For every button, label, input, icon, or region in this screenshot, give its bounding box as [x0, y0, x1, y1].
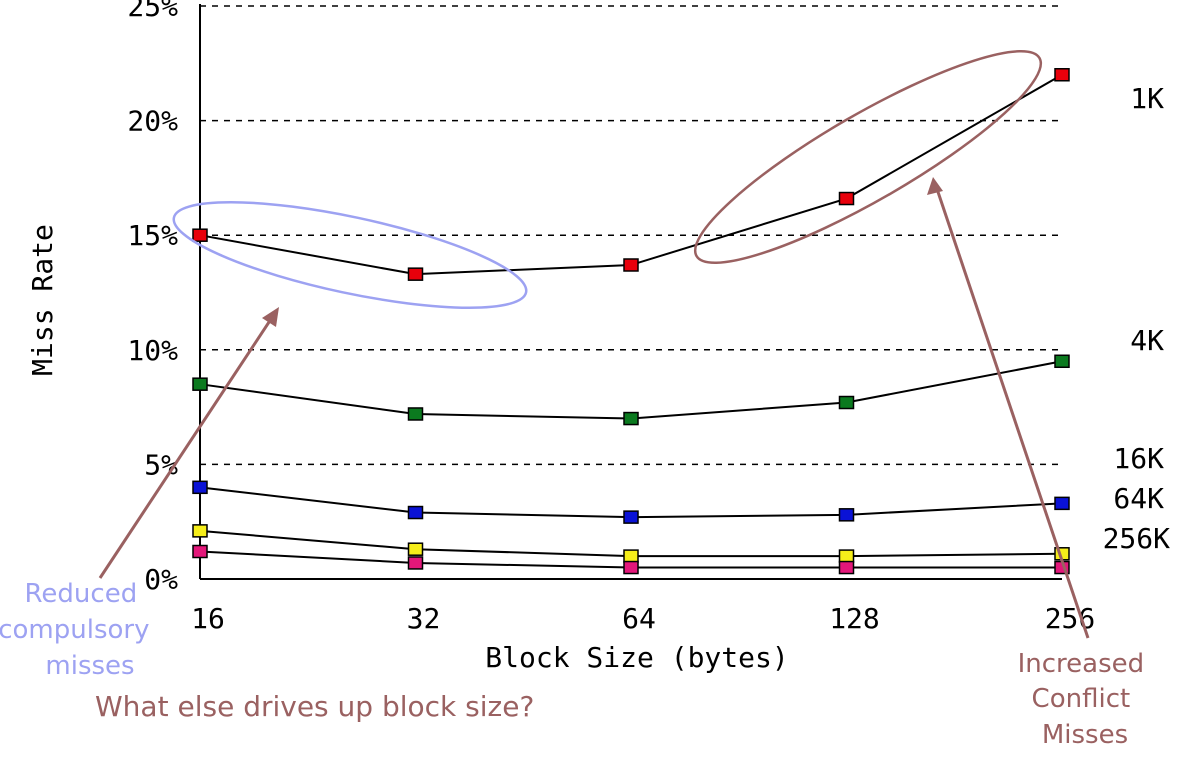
y-tick-label: 5%: [144, 448, 178, 481]
y-tick-label: 20%: [127, 105, 178, 138]
conflict-arrow-head: [927, 177, 943, 195]
x-tick-label: 128: [829, 602, 880, 635]
conflict-ellipse: [693, 49, 1043, 265]
compulsory-arrow-shaft: [98, 312, 277, 579]
data-point: [838, 395, 855, 410]
data-point: [407, 542, 424, 556]
compulsory-callout: Reduced compulsory misses: [0, 579, 158, 681]
data-point: [192, 544, 208, 559]
question-text: What else drives up block size?: [95, 690, 534, 723]
data-point: [1054, 496, 1070, 511]
data-point: [838, 191, 855, 206]
y-tick-label: 25%: [127, 0, 178, 23]
series-label: 16K: [1113, 442, 1164, 475]
data-point: [407, 556, 424, 570]
series-label: 4K: [1130, 324, 1164, 357]
data-point: [1054, 68, 1070, 82]
series-lines: [192, 68, 1070, 575]
series-labels: 1K 4K 16K 64K 256K: [1103, 82, 1171, 555]
data-point: [192, 377, 208, 391]
series-line: [199, 73, 1063, 276]
data-point: [838, 560, 855, 575]
annotations: Reduced compulsory misses Increased Conf…: [0, 49, 1153, 750]
data-point: [1054, 354, 1070, 369]
series-line: [199, 360, 1063, 420]
data-point: [623, 549, 639, 563]
y-axis-label: Miss Rate: [26, 224, 59, 376]
axes: [199, 4, 1062, 580]
y-tick-label: 0%: [144, 563, 178, 596]
data-point: [838, 508, 855, 522]
data-point: [623, 510, 639, 524]
conflict-arrow-shaft: [934, 185, 1090, 639]
series-label: 256K: [1103, 522, 1171, 555]
y-tick-labels: 0% 5% 10% 15% 20% 25%: [127, 0, 178, 596]
data-point: [192, 524, 208, 538]
x-tick-label: 32: [407, 602, 441, 635]
series-label: 1K: [1130, 82, 1164, 115]
x-tick-label: 64: [622, 602, 656, 635]
data-point: [407, 407, 424, 421]
data-point: [623, 258, 639, 272]
data-point: [192, 228, 208, 242]
x-tick-label: 256: [1045, 602, 1096, 635]
series-label: 64K: [1113, 482, 1164, 515]
data-point: [407, 267, 424, 281]
data-point: [407, 505, 424, 520]
gridlines: [200, 5, 1062, 466]
data-point: [623, 560, 639, 575]
conflict-callout: Increased Conflict Misses: [1018, 649, 1153, 750]
compulsory-ellipse: [172, 201, 528, 309]
compulsory-arrow-head: [262, 307, 279, 327]
x-tick-label: 16: [191, 602, 225, 635]
y-tick-label: 10%: [127, 334, 178, 367]
x-tick-labels: 16 32 64 128 256: [191, 602, 1095, 635]
y-tick-label: 15%: [127, 219, 178, 252]
x-axis-label: Block Size (bytes): [485, 641, 788, 674]
data-point: [623, 411, 639, 426]
data-point: [192, 480, 208, 495]
data-point: [838, 549, 855, 563]
